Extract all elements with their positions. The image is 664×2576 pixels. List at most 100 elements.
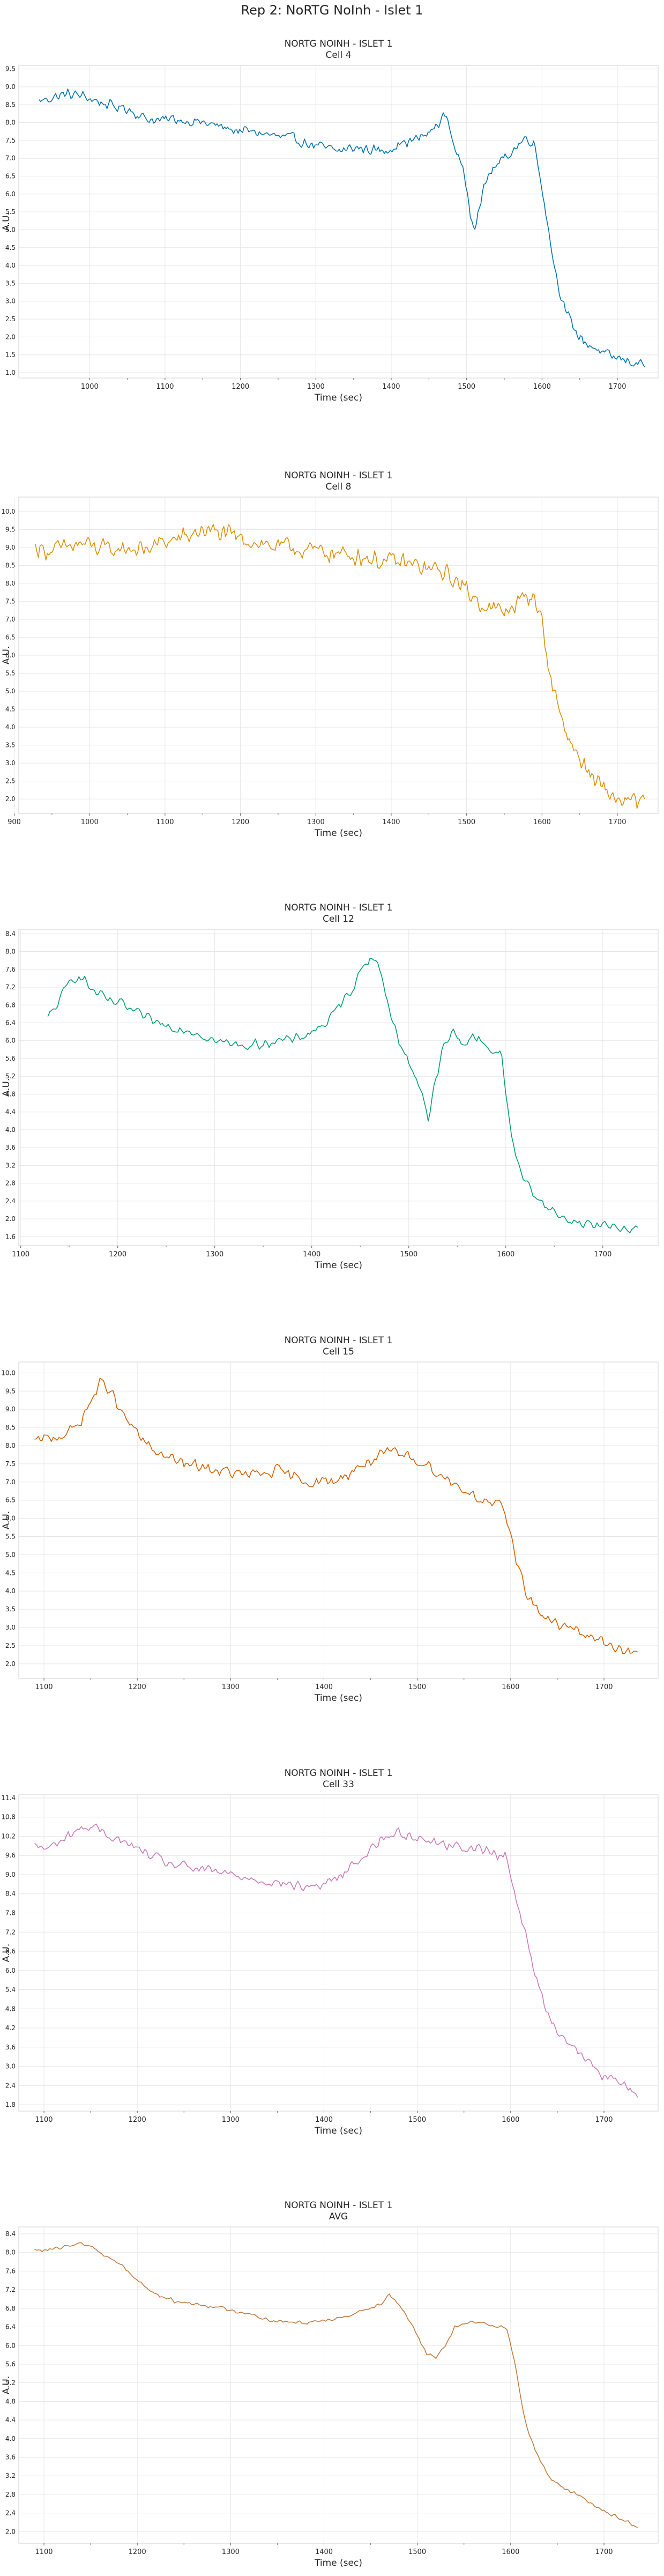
chart-title: NORTG NOINH - ISLET 1 (285, 1335, 393, 1346)
y-tick-label: 6.6 (5, 1948, 16, 1955)
y-tick-label: 4.0 (5, 2435, 16, 2442)
series-line (39, 88, 646, 368)
x-tick-label: 1700 (595, 1683, 613, 1691)
x-tick-label: 1600 (533, 818, 551, 826)
y-tick-label: 5.0 (5, 1551, 16, 1558)
y-tick-label: 2.4 (5, 1197, 16, 1205)
y-tick-label: 1.0 (5, 369, 16, 376)
chart-subtitle: AVG (329, 2211, 348, 2222)
chart-title: NORTG NOINH - ISLET 1 (285, 470, 393, 481)
y-tick-label: 6.4 (5, 2323, 16, 2331)
y-axis-label: A.U. (1, 1078, 12, 1097)
y-tick-label: 4.2 (5, 2024, 16, 2032)
chart-subtitle: Cell 12 (323, 914, 354, 924)
y-tick-label: 5.5 (5, 670, 16, 677)
chart-subtitle: Cell 15 (323, 1346, 354, 1357)
chart-title: NORTG NOINH - ISLET 1 (285, 1768, 393, 1779)
x-axis-label: Time (sec) (314, 828, 362, 839)
y-tick-label: 4.5 (5, 244, 16, 251)
x-tick-label: 1200 (129, 2548, 146, 2556)
y-tick-label: 4.8 (5, 2397, 16, 2405)
x-tick-label: 1700 (594, 1250, 611, 1259)
y-tick-label: 1.6 (5, 1233, 16, 1240)
y-tick-label: 11.4 (1, 1794, 16, 1802)
y-tick-label: 3.2 (5, 2472, 16, 2479)
x-tick-label: 1100 (35, 2116, 53, 2124)
y-tick-label: 9.0 (5, 1405, 16, 1413)
y-tick-label: 4.0 (5, 1126, 16, 1134)
x-tick-label: 1400 (315, 2548, 333, 2556)
x-tick-label: 900 (8, 818, 21, 826)
y-tick-label: 3.2 (5, 1161, 16, 1169)
y-tick-label: 7.5 (5, 1460, 16, 1468)
y-tick-label: 4.8 (5, 2005, 16, 2012)
x-tick-label: 1700 (608, 383, 626, 391)
y-tick-label: 7.0 (5, 616, 16, 623)
x-tick-label: 1300 (222, 2548, 240, 2556)
y-tick-label: 9.5 (5, 525, 16, 533)
y-tick-label: 2.4 (5, 2510, 16, 2517)
y-tick-label: 7.6 (5, 966, 16, 973)
x-tick-label: 1600 (502, 1683, 519, 1691)
plot-area (18, 1794, 659, 2112)
y-tick-label: 5.0 (5, 226, 16, 233)
y-tick-label: 7.5 (5, 597, 16, 605)
x-tick-label: 1200 (232, 818, 249, 826)
y-tick-label: 6.0 (5, 190, 16, 198)
y-axis-label: A.U. (1, 1944, 12, 1963)
y-tick-label: 10.0 (1, 1369, 16, 1376)
y-tick-label: 7.8 (5, 1909, 16, 1917)
x-tick-label: 1500 (400, 1250, 417, 1259)
y-tick-label: 6.0 (5, 1515, 16, 1522)
x-axis-label: Time (sec) (314, 1693, 362, 1704)
y-tick-label: 1.8 (5, 2101, 16, 2108)
y-tick-label: 5.5 (5, 1533, 16, 1541)
x-tick-label: 1200 (129, 1683, 146, 1691)
y-tick-label: 7.2 (5, 983, 16, 991)
y-axis-label: A.U. (1, 212, 12, 231)
figure-title: Rep 2: NoRTG NoInh - Islet 1 (241, 3, 423, 18)
x-axis-label: Time (sec) (314, 393, 362, 403)
y-tick-label: 10.2 (1, 1832, 16, 1840)
chart-title: NORTG NOINH - ISLET 1 (285, 2200, 393, 2211)
x-tick-label: 1400 (382, 818, 400, 826)
x-tick-label: 1500 (458, 383, 475, 391)
y-tick-label: 6.0 (5, 1037, 16, 1045)
y-tick-label: 8.0 (5, 2249, 16, 2256)
y-tick-label: 5.2 (5, 1072, 16, 1080)
y-tick-label: 5.2 (5, 2379, 16, 2387)
plot-area (18, 2226, 659, 2544)
series-line (34, 1823, 638, 2098)
x-tick-label: 1700 (595, 2548, 613, 2556)
y-tick-label: 3.6 (5, 1144, 16, 1151)
y-tick-label: 7.6 (5, 2267, 16, 2275)
y-tick-label: 4.5 (5, 1569, 16, 1576)
chart-title: NORTG NOINH - ISLET 1 (285, 902, 393, 913)
y-axis-label: A.U. (1, 1511, 12, 1530)
y-tick-label: 6.0 (5, 652, 16, 659)
y-tick-label: 2.0 (5, 333, 16, 340)
y-tick-label: 4.5 (5, 706, 16, 713)
y-tick-label: 4.4 (5, 1108, 16, 1116)
chart-subtitle: Cell 33 (323, 1779, 354, 1790)
y-tick-label: 5.4 (5, 1986, 16, 1994)
y-tick-label: 5.5 (5, 208, 16, 216)
y-tick-label: 6.8 (5, 1001, 16, 1009)
y-tick-label: 8.0 (5, 580, 16, 587)
x-tick-label: 1200 (109, 1250, 126, 1259)
y-tick-label: 2.8 (5, 1180, 16, 1187)
y-tick-label: 10.8 (1, 1813, 16, 1821)
x-tick-label: 1200 (232, 383, 249, 391)
y-tick-label: 4.8 (5, 1090, 16, 1098)
x-tick-label: 1500 (458, 818, 475, 826)
plot-area (18, 1361, 659, 1679)
x-tick-label: 1300 (222, 1683, 240, 1691)
y-tick-label: 4.4 (5, 2416, 16, 2424)
y-axis-label: A.U. (1, 646, 12, 665)
y-tick-label: 6.5 (5, 1497, 16, 1504)
